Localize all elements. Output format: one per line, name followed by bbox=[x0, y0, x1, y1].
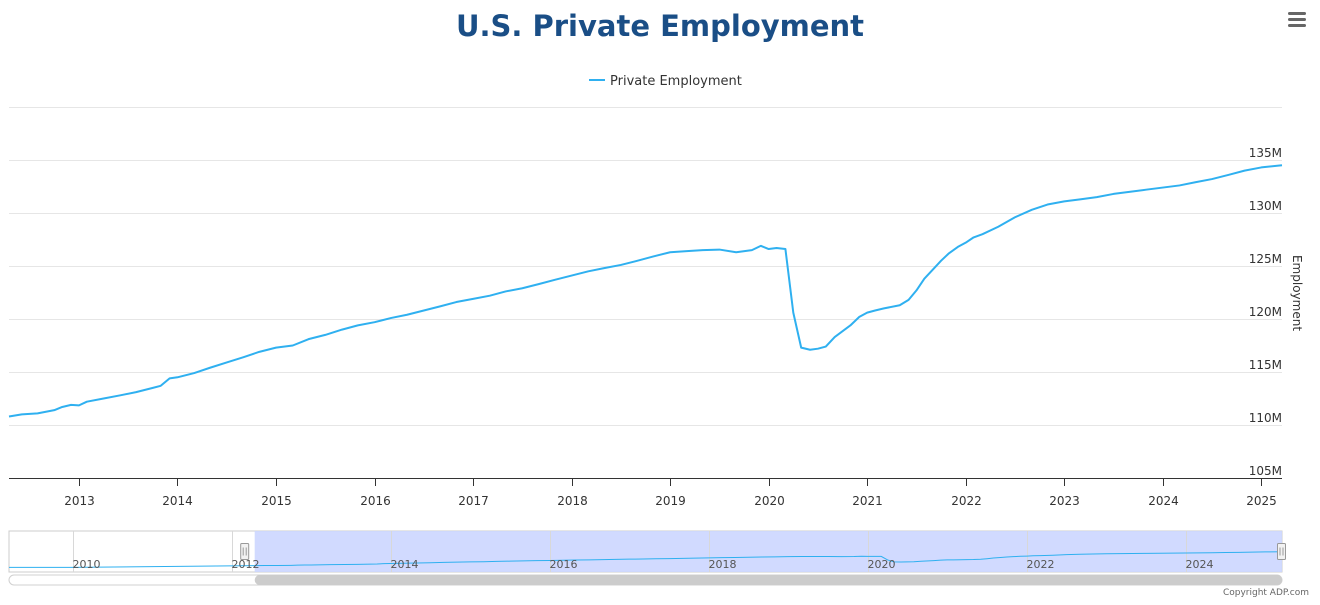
y-tick-label: 115M bbox=[1249, 358, 1282, 372]
x-tick-label: 2016 bbox=[360, 494, 391, 508]
scrollbar-thumb[interactable] bbox=[255, 575, 1282, 585]
x-tick-label: 2022 bbox=[951, 494, 982, 508]
chart-legend[interactable]: Private Employment bbox=[589, 74, 742, 89]
navigator-year-label: 2024 bbox=[1186, 558, 1214, 571]
y-tick-label: 130M bbox=[1249, 199, 1282, 213]
chart-credit[interactable]: Copyright ADP.com bbox=[1223, 588, 1309, 598]
y-tick-label: 105M bbox=[1249, 464, 1282, 478]
y-tick-label: 125M bbox=[1249, 252, 1282, 266]
x-tick-label: 2018 bbox=[557, 494, 588, 508]
grid-layer bbox=[9, 108, 1282, 479]
navigator-year-label: 2010 bbox=[73, 558, 101, 571]
navigator-handle-left[interactable] bbox=[241, 544, 249, 560]
x-tick-label: 2025 bbox=[1246, 494, 1277, 508]
x-tick-label: 2023 bbox=[1049, 494, 1080, 508]
x-tick-label: 2024 bbox=[1148, 494, 1179, 508]
navigator-handle-right[interactable] bbox=[1278, 544, 1286, 560]
y-tick-label: 120M bbox=[1249, 305, 1282, 319]
x-axis: 2013 2014 2015 2016 2017 2018 2019 2020 2021 2022… bbox=[9, 478, 1282, 508]
navigator-year-label: 2018 bbox=[709, 558, 737, 571]
y-axis-title: Employment bbox=[1290, 255, 1304, 331]
x-tick-label: 2013 bbox=[64, 494, 95, 508]
y-tick-label: 135M bbox=[1249, 146, 1282, 160]
navigator-year-label: 2022 bbox=[1027, 558, 1055, 571]
x-tick-label: 2015 bbox=[261, 494, 292, 508]
y-tick-label: 110M bbox=[1249, 411, 1282, 425]
y-axis: 105M 110M 115M 120M 125M 130M 135M bbox=[1249, 146, 1282, 478]
x-tick-label: 2019 bbox=[655, 494, 686, 508]
hamburger-menu-icon[interactable] bbox=[1288, 12, 1306, 27]
x-tick-label: 2017 bbox=[458, 494, 489, 508]
legend-item-private-employment[interactable]: Private Employment bbox=[610, 74, 742, 89]
navigator-year-label: 2014 bbox=[391, 558, 419, 571]
x-tick-label: 2020 bbox=[754, 494, 785, 508]
navigator-scrollbar[interactable] bbox=[9, 575, 1282, 585]
navigator-year-label: 2016 bbox=[550, 558, 578, 571]
series-layer bbox=[9, 165, 1282, 416]
navigator-year-label: 2020 bbox=[868, 558, 896, 571]
x-tick-label: 2021 bbox=[852, 494, 883, 508]
chart-title: U.S. Private Employment bbox=[456, 9, 864, 43]
series-line-private-employment[interactable] bbox=[9, 165, 1282, 416]
x-tick-label: 2014 bbox=[162, 494, 193, 508]
